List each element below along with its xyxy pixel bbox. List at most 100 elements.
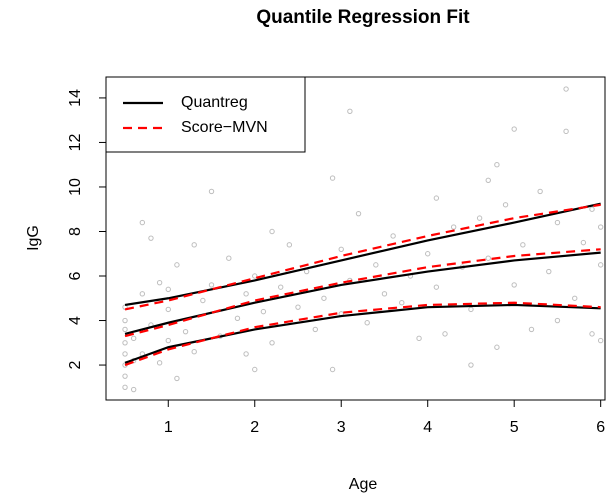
quantile-curve (124, 248, 601, 338)
x-tick-label: 4 (423, 419, 432, 436)
data-point (208, 282, 215, 288)
data-point (364, 320, 370, 326)
data-point (511, 126, 517, 132)
data-point (122, 373, 128, 379)
data-point (130, 335, 137, 342)
data-point (165, 306, 171, 313)
data-point (597, 224, 604, 230)
legend-label: Score−MVN (181, 119, 268, 136)
data-point (580, 239, 587, 246)
data-point (485, 177, 491, 183)
data-point (425, 251, 431, 257)
data-point (433, 284, 440, 290)
data-point (597, 262, 604, 268)
data-point (130, 386, 137, 393)
data-point (450, 224, 457, 230)
data-point (485, 255, 491, 261)
data-point (329, 175, 336, 181)
data-point (165, 337, 171, 344)
data-point (191, 348, 197, 355)
y-tick-label: 6 (67, 271, 84, 280)
data-point (303, 268, 310, 275)
y-tick-label: 4 (67, 316, 84, 325)
data-point (165, 286, 171, 293)
data-point (468, 362, 474, 368)
data-point (416, 335, 422, 342)
data-point (269, 340, 275, 346)
data-point (260, 308, 267, 315)
data-point (156, 279, 163, 286)
data-point (399, 300, 405, 306)
data-point (563, 86, 569, 92)
y-tick-label: 8 (67, 227, 84, 236)
data-point (520, 242, 526, 248)
data-point (546, 268, 552, 275)
data-point (148, 235, 154, 241)
data-point (442, 331, 448, 337)
data-point (554, 317, 561, 324)
data-point (122, 384, 128, 391)
data-point (156, 360, 163, 366)
data-point (338, 246, 344, 252)
data-point (312, 326, 318, 333)
data-point (243, 291, 249, 297)
data-point (139, 219, 146, 226)
data-point (511, 282, 517, 288)
legend-box (105, 76, 306, 153)
data-point (200, 297, 206, 304)
data-point (191, 242, 197, 248)
data-point (174, 375, 180, 382)
data-point (502, 202, 509, 208)
data-point (589, 331, 595, 337)
data-point (563, 128, 569, 135)
data-point (252, 366, 258, 373)
quantile-curve (124, 301, 601, 367)
quantile-curve (124, 202, 601, 307)
data-point (295, 304, 301, 310)
data-point (433, 195, 440, 201)
data-point (122, 326, 128, 333)
data-point (122, 351, 128, 357)
data-point (390, 233, 396, 239)
y-tick-label: 12 (67, 133, 84, 151)
data-point (554, 219, 561, 226)
data-point (329, 366, 336, 373)
data-point (243, 351, 249, 357)
y-tick-label: 10 (67, 178, 84, 196)
data-point (528, 326, 535, 333)
plot-frame (105, 76, 606, 401)
data-point (476, 215, 483, 221)
data-point (572, 295, 578, 301)
data-point (355, 210, 362, 217)
legend-label: Quantreg (181, 94, 248, 111)
y-tick-label: 2 (67, 361, 84, 370)
y-tick-label: 14 (67, 89, 84, 107)
data-point (381, 291, 388, 297)
x-tick-label: 3 (337, 419, 346, 436)
quantile-curve (124, 251, 601, 335)
x-tick-label: 1 (164, 419, 173, 436)
data-point (269, 228, 275, 235)
data-point (208, 188, 215, 195)
x-tick-label: 6 (596, 419, 605, 436)
data-point (277, 284, 284, 290)
chart-title: Quantile Regression Fit (256, 7, 470, 28)
data-point (122, 340, 128, 346)
data-point (122, 317, 128, 324)
data-point (537, 188, 543, 195)
data-point (252, 273, 258, 279)
x-tick-label: 2 (250, 419, 259, 436)
data-point (589, 206, 595, 212)
data-point (468, 306, 474, 313)
data-point (286, 242, 293, 248)
data-point (139, 291, 146, 297)
x-axis-label: Age (349, 476, 378, 493)
data-point (347, 108, 353, 114)
y-axis-label: IgG (25, 225, 42, 251)
data-point (321, 295, 327, 301)
data-point (373, 262, 379, 268)
data-point (494, 344, 500, 350)
data-point (234, 315, 241, 322)
data-point (597, 337, 604, 344)
